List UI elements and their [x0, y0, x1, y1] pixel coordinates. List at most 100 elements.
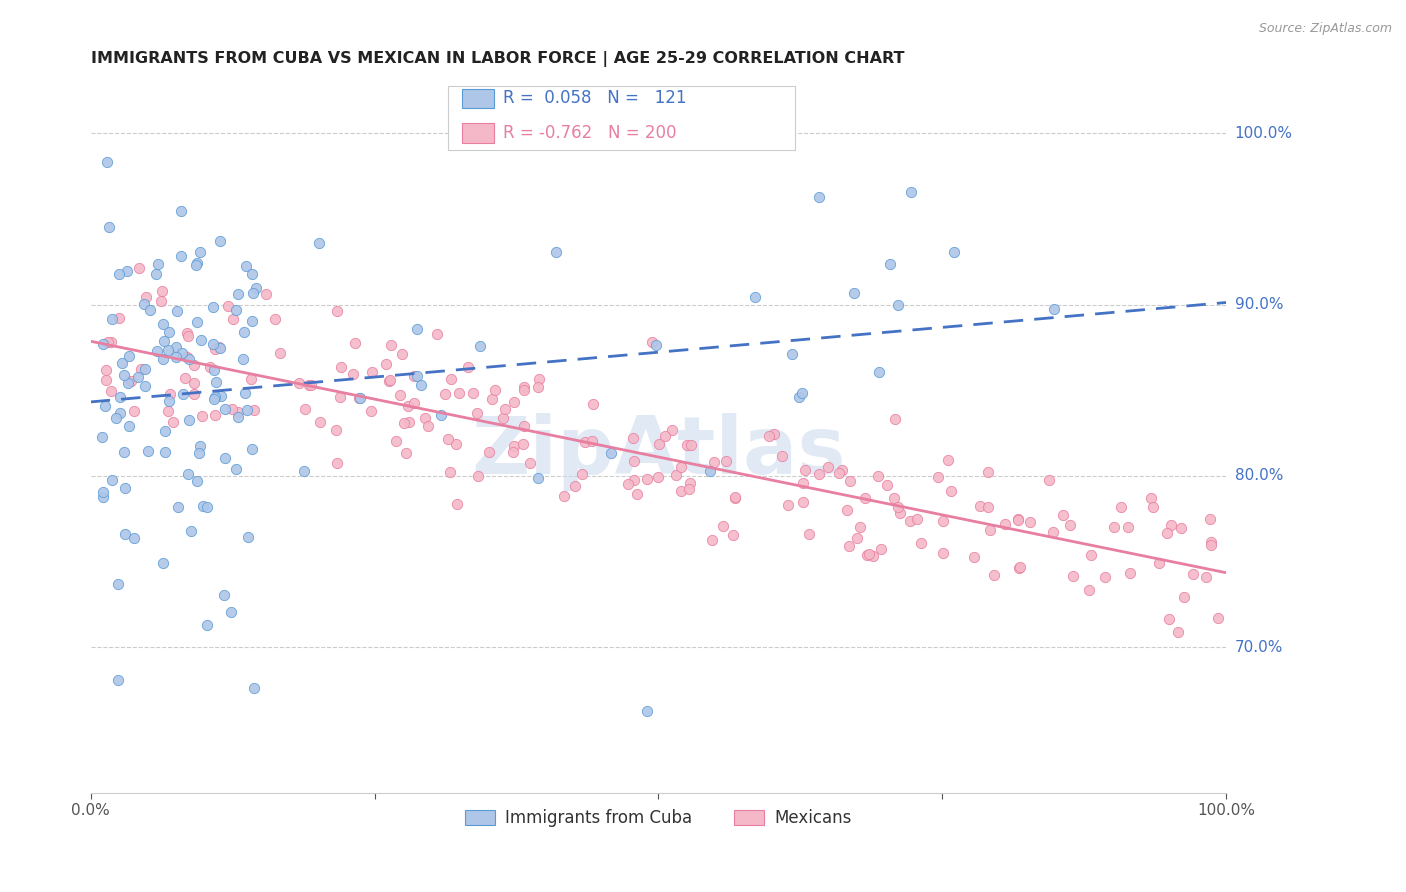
- Point: [209, 389, 232, 403]
- Point: [242, 403, 264, 417]
- Point: [165, 350, 187, 364]
- Point: [409, 377, 432, 392]
- Point: [186, 475, 208, 489]
- Point: [699, 464, 721, 478]
- Point: [1156, 525, 1178, 540]
- Point: [883, 412, 905, 426]
- Point: [326, 304, 349, 318]
- Point: [183, 387, 205, 401]
- FancyBboxPatch shape: [463, 122, 494, 143]
- Point: [204, 342, 226, 356]
- Point: [664, 467, 686, 482]
- Point: [678, 475, 700, 490]
- Point: [446, 497, 468, 511]
- Text: 100.0%: 100.0%: [1234, 126, 1292, 141]
- Point: [105, 411, 128, 425]
- Point: [678, 482, 700, 496]
- Point: [1010, 560, 1032, 574]
- Point: [240, 314, 263, 328]
- Point: [204, 408, 226, 422]
- Point: [898, 515, 921, 529]
- Point: [1007, 561, 1029, 575]
- Point: [661, 423, 683, 437]
- Point: [654, 429, 676, 443]
- Point: [188, 439, 211, 453]
- FancyBboxPatch shape: [463, 88, 494, 109]
- Point: [1052, 508, 1074, 522]
- Point: [90, 429, 112, 443]
- Point: [179, 351, 201, 366]
- Point: [100, 384, 122, 398]
- Point: [402, 369, 425, 384]
- Point: [838, 475, 860, 489]
- Point: [979, 523, 1001, 537]
- Point: [870, 541, 893, 556]
- Point: [932, 514, 955, 528]
- Point: [457, 360, 479, 375]
- Point: [122, 531, 145, 545]
- Point: [396, 399, 419, 413]
- Point: [329, 359, 352, 374]
- Point: [388, 388, 411, 402]
- Point: [349, 391, 371, 405]
- Point: [153, 424, 176, 438]
- Point: [416, 419, 439, 434]
- Point: [669, 459, 692, 474]
- Point: [1116, 519, 1139, 533]
- Point: [1199, 512, 1222, 526]
- Point: [434, 387, 457, 401]
- Point: [91, 490, 114, 504]
- Point: [641, 335, 664, 350]
- Point: [204, 390, 226, 404]
- Point: [360, 403, 382, 417]
- Point: [204, 392, 226, 406]
- Point: [513, 380, 536, 394]
- Point: [162, 416, 184, 430]
- Point: [724, 490, 747, 504]
- Point: [406, 321, 429, 335]
- Point: [778, 498, 800, 512]
- Point: [100, 334, 122, 349]
- Point: [209, 234, 232, 248]
- Point: [186, 256, 208, 270]
- Point: [176, 326, 198, 340]
- Point: [385, 434, 408, 448]
- Point: [131, 361, 153, 376]
- Point: [118, 419, 141, 434]
- Point: [325, 423, 347, 437]
- Point: [172, 387, 194, 401]
- Point: [235, 260, 257, 274]
- Point: [983, 567, 1005, 582]
- Point: [392, 416, 415, 430]
- Point: [152, 557, 174, 571]
- Point: [148, 257, 170, 271]
- Point: [963, 549, 986, 564]
- Point: [395, 446, 418, 460]
- Point: [214, 401, 236, 416]
- Point: [94, 363, 117, 377]
- Point: [437, 432, 460, 446]
- Text: 70.0%: 70.0%: [1234, 640, 1282, 655]
- Point: [225, 303, 247, 318]
- Point: [378, 374, 401, 388]
- Point: [617, 476, 640, 491]
- Point: [233, 386, 256, 401]
- Point: [136, 443, 159, 458]
- Point: [118, 349, 141, 363]
- Point: [177, 328, 200, 343]
- Point: [170, 249, 193, 263]
- Text: 90.0%: 90.0%: [1234, 297, 1284, 312]
- Point: [208, 339, 231, 353]
- Point: [827, 467, 849, 481]
- Point: [703, 455, 725, 469]
- Point: [190, 333, 212, 347]
- Point: [626, 487, 648, 501]
- Point: [153, 334, 176, 348]
- Point: [325, 456, 347, 470]
- Point: [723, 491, 745, 505]
- Point: [835, 503, 858, 517]
- Point: [481, 392, 503, 406]
- Point: [114, 482, 136, 496]
- Point: [115, 264, 138, 278]
- Point: [344, 335, 367, 350]
